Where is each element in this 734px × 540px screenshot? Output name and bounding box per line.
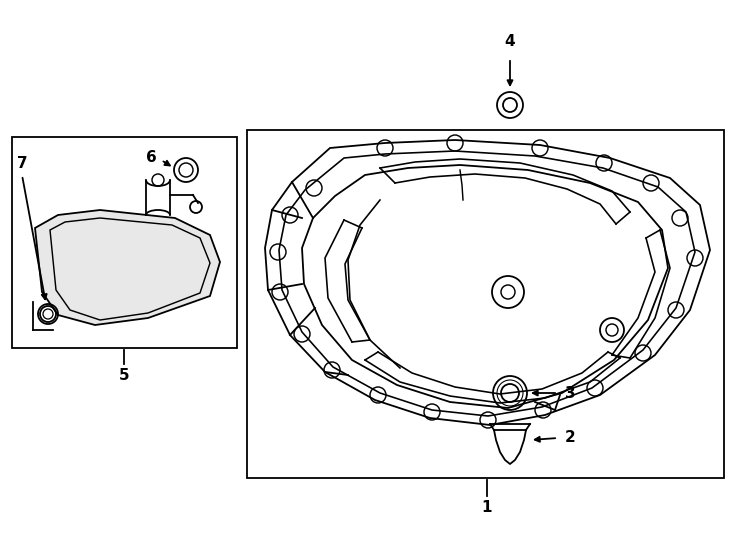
Text: 4: 4 <box>505 35 515 50</box>
Polygon shape <box>35 210 220 325</box>
Text: 1: 1 <box>482 501 493 516</box>
Bar <box>12 137 237 348</box>
Text: 2: 2 <box>564 430 575 445</box>
Bar <box>247 130 724 478</box>
Text: 5: 5 <box>119 368 129 383</box>
Text: 7: 7 <box>17 156 27 171</box>
Text: 3: 3 <box>564 386 575 401</box>
Text: 6: 6 <box>145 151 156 165</box>
